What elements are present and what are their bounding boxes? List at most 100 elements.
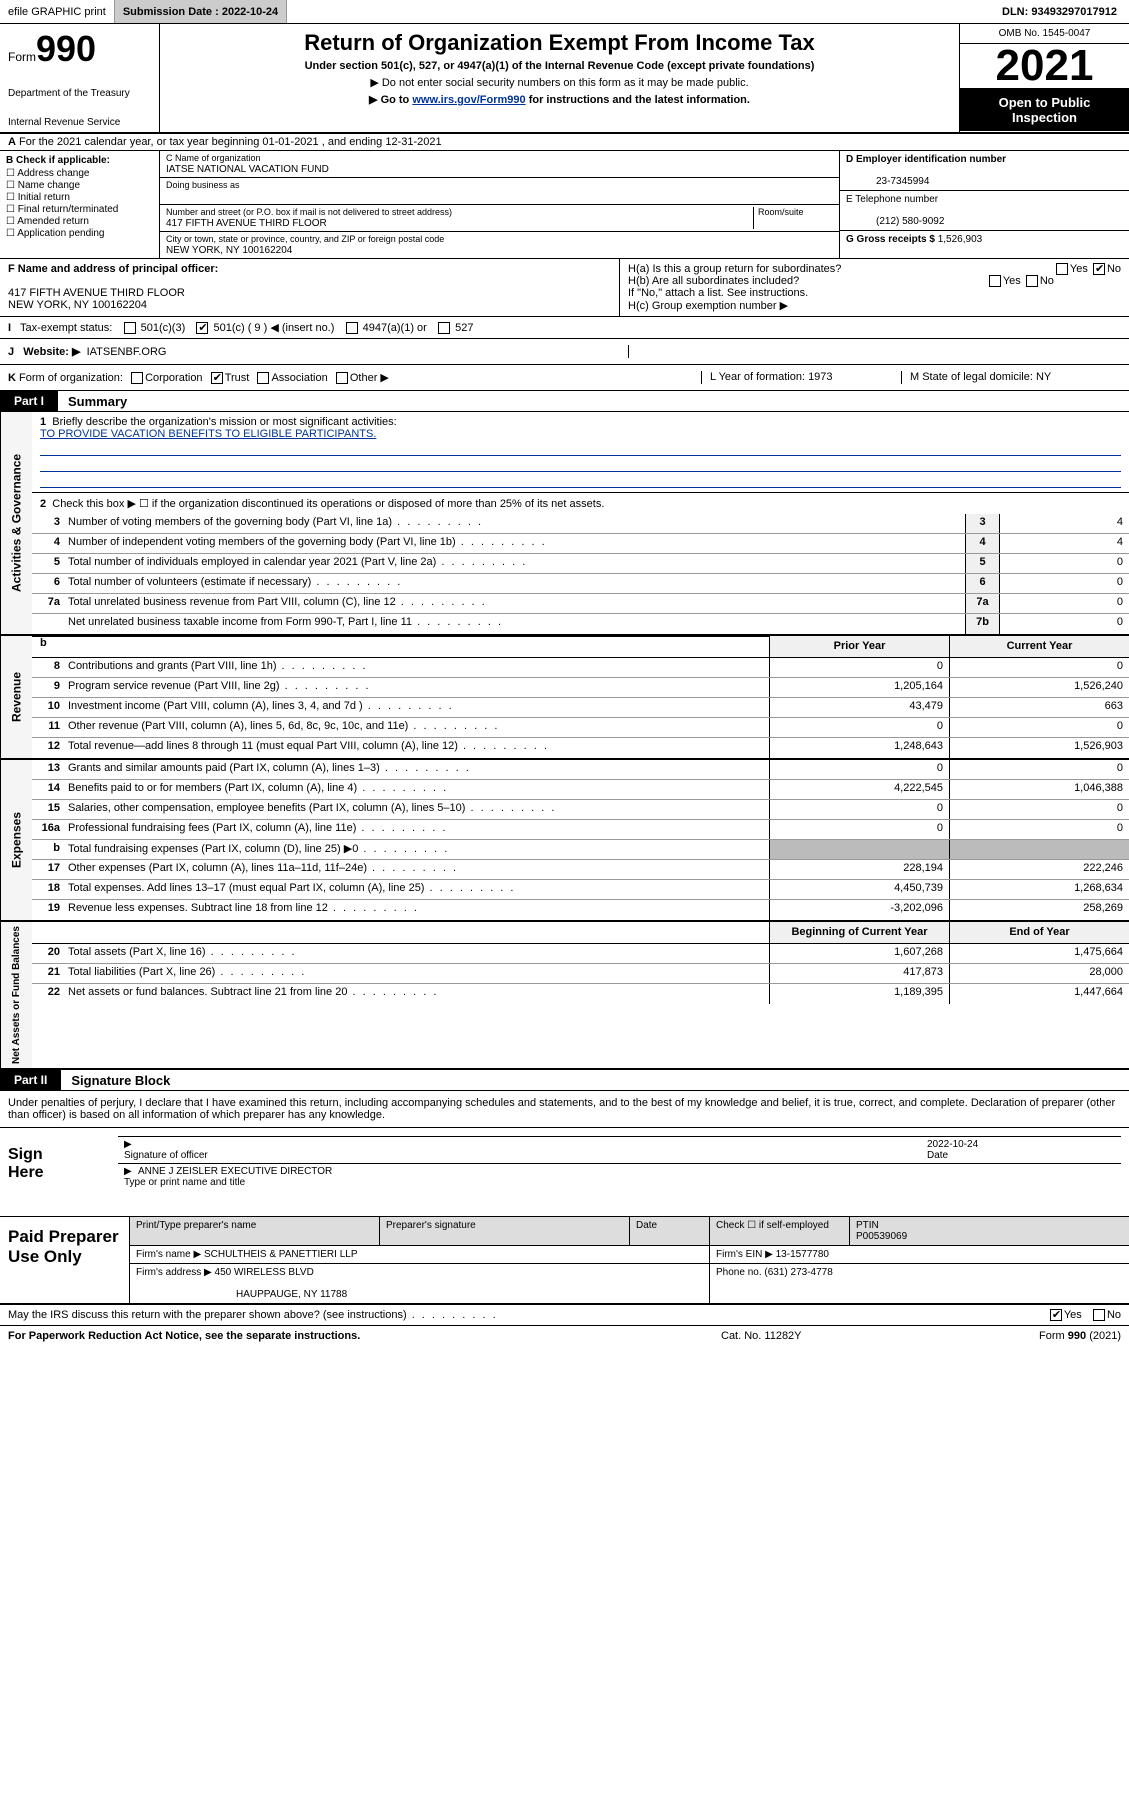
money-line: 12Total revenue—add lines 8 through 11 (… — [32, 738, 1129, 758]
header-left: Form990 Department of the Treasury Inter… — [0, 24, 160, 132]
header-right: OMB No. 1545-0047 2021 Open to Public In… — [959, 24, 1129, 132]
firm-phone: (631) 273-4778 — [764, 1267, 832, 1278]
sig-date: 2022-10-24 — [927, 1139, 978, 1150]
header-mid: Return of Organization Exempt From Incom… — [160, 24, 959, 132]
gov-line: Net unrelated business taxable income fr… — [32, 614, 1129, 634]
row-f-h: F Name and address of principal officer:… — [0, 259, 1129, 317]
money-line: 18Total expenses. Add lines 13–17 (must … — [32, 880, 1129, 900]
chk-501c3[interactable] — [124, 322, 136, 334]
open-to-public: Open to Public Inspection — [960, 89, 1129, 131]
discuss-row: May the IRS discuss this return with the… — [0, 1305, 1129, 1326]
mission-block: 1 Briefly describe the organization's mi… — [32, 412, 1129, 493]
vert-governance: Activities & Governance — [0, 412, 32, 634]
money-line: bTotal fundraising expenses (Part IX, co… — [32, 840, 1129, 860]
discuss-no[interactable] — [1093, 1309, 1105, 1321]
org-name: IATSE NATIONAL VACATION FUND — [166, 164, 329, 175]
addr-cell: Number and street (or P.O. box if mail i… — [160, 205, 839, 232]
firm-ein: 13-1577780 — [776, 1249, 829, 1260]
vert-revenue: Revenue — [0, 636, 32, 758]
sign-here-label: Sign Here — [0, 1128, 90, 1216]
col-b-title: B Check if applicable: — [6, 155, 153, 166]
row-k: K Form of organization: Corporation Trus… — [0, 365, 1129, 391]
col-b: B Check if applicable: ☐ Address change … — [0, 151, 160, 258]
city-cell: City or town, state or province, country… — [160, 232, 839, 258]
officer-name: ANNE J ZEISLER EXECUTIVE DIRECTOR — [138, 1166, 332, 1177]
ha-yes-check[interactable] — [1056, 263, 1068, 275]
money-line: 22Net assets or fund balances. Subtract … — [32, 984, 1129, 1004]
gov-line: 4Number of independent voting members of… — [32, 534, 1129, 554]
money-line: 9Program service revenue (Part VIII, lin… — [32, 678, 1129, 698]
form-title: Return of Organization Exempt From Incom… — [170, 30, 949, 56]
chk-initial-return[interactable]: ☐ Initial return — [6, 192, 153, 203]
vert-net: Net Assets or Fund Balances — [0, 922, 32, 1068]
form-subtitle: Under section 501(c), 527, or 4947(a)(1)… — [170, 60, 949, 72]
telephone: (212) 580-9092 — [846, 216, 944, 227]
principal-officer: F Name and address of principal officer:… — [0, 259, 620, 316]
money-line: 19Revenue less expenses. Subtract line 1… — [32, 900, 1129, 920]
gov-line: 3Number of voting members of the governi… — [32, 514, 1129, 534]
tax-year: 2021 — [960, 44, 1129, 89]
submission-date: Submission Date : 2022-10-24 — [115, 0, 287, 23]
chk-app-pending[interactable]: ☐ Application pending — [6, 228, 153, 239]
chk-4947[interactable] — [346, 322, 358, 334]
chk-corp[interactable] — [131, 372, 143, 384]
topbar: efile GRAPHIC print Submission Date : 20… — [0, 0, 1129, 24]
org-info-grid: B Check if applicable: ☐ Address change … — [0, 151, 1129, 259]
chk-assoc[interactable] — [257, 372, 269, 384]
section-expenses: Expenses 13Grants and similar amounts pa… — [0, 760, 1129, 922]
sign-here-block: Sign Here Signature of officer 2022-10-2… — [0, 1127, 1129, 1217]
money-line: 13Grants and similar amounts paid (Part … — [32, 760, 1129, 780]
chk-name-change[interactable]: ☐ Name change — [6, 180, 153, 191]
vert-expenses: Expenses — [0, 760, 32, 920]
dln: DLN: 93493297017912 — [1002, 6, 1129, 18]
hb-no-check[interactable] — [1026, 275, 1038, 287]
chk-501c[interactable] — [196, 322, 208, 334]
gov-line: 7aTotal unrelated business revenue from … — [32, 594, 1129, 614]
efile-label: efile GRAPHIC print — [0, 0, 115, 23]
ein: 23-7345994 — [846, 176, 929, 187]
domicile: NY — [1036, 371, 1051, 383]
org-name-cell: C Name of organization IATSE NATIONAL VA… — [160, 151, 839, 178]
chk-other[interactable] — [336, 372, 348, 384]
discuss-yes[interactable] — [1050, 1309, 1062, 1321]
hc: H(c) Group exemption number ▶ — [628, 299, 1121, 312]
line-2: 2 Check this box ▶ ☐ if the organization… — [32, 493, 1129, 514]
hb-yes-check[interactable] — [989, 275, 1001, 287]
gross-receipts: 1,526,903 — [938, 234, 983, 245]
ha-no-check[interactable] — [1093, 263, 1105, 275]
form-word: Form — [8, 50, 36, 64]
chk-527[interactable] — [438, 322, 450, 334]
col-d: D Employer identification number 23-7345… — [839, 151, 1129, 258]
firm-addr-row: Firm's address ▶ 450 WIRELESS BLVD HAUPP… — [130, 1264, 1129, 1303]
irs-link[interactable]: www.irs.gov/Form990 — [412, 94, 525, 106]
gross-cell: G Gross receipts $ 1,526,903 — [840, 231, 1129, 248]
hb-note: If "No," attach a list. See instructions… — [628, 287, 1121, 299]
money-line: 8Contributions and grants (Part VIII, li… — [32, 658, 1129, 678]
dept-label: Department of the Treasury — [8, 88, 151, 99]
tel-cell: E Telephone number (212) 580-9092 — [840, 191, 1129, 231]
gov-line: 5Total number of individuals employed in… — [32, 554, 1129, 574]
money-line: 21Total liabilities (Part X, line 26)417… — [32, 964, 1129, 984]
money-line: 10Investment income (Part VIII, column (… — [32, 698, 1129, 718]
chk-trust[interactable] — [211, 372, 223, 384]
part-i-header: Part I Summary — [0, 391, 1129, 412]
footer-left: For Paperwork Reduction Act Notice, see … — [8, 1330, 721, 1342]
chk-address-change[interactable]: ☐ Address change — [6, 168, 153, 179]
street-address: 417 FIFTH AVENUE THIRD FLOOR — [166, 218, 327, 229]
chk-amended[interactable]: ☐ Amended return — [6, 216, 153, 227]
city-state-zip: NEW YORK, NY 100162204 — [166, 245, 292, 256]
chk-final-return[interactable]: ☐ Final return/terminated — [6, 204, 153, 215]
website: IATSENBF.ORG — [87, 346, 167, 358]
ein-cell: D Employer identification number 23-7345… — [840, 151, 1129, 191]
money-line: 14Benefits paid to or for members (Part … — [32, 780, 1129, 800]
money-line: 15Salaries, other compensation, employee… — [32, 800, 1129, 820]
firm-name-row: Firm's name ▶ SCHULTHEIS & PANETTIERI LL… — [130, 1246, 1129, 1264]
firm-addr2: HAUPPAUGE, NY 11788 — [136, 1289, 347, 1300]
net-col-headers: Beginning of Current Year End of Year — [32, 922, 1129, 944]
form-link-line: ▶ Go to www.irs.gov/Form990 for instruct… — [170, 93, 949, 106]
page-footer: For Paperwork Reduction Act Notice, see … — [0, 1326, 1129, 1346]
footer-right: Form 990 (2021) — [921, 1330, 1121, 1342]
irs-label: Internal Revenue Service — [8, 117, 151, 128]
row-i-tax-exempt: I Tax-exempt status: 501(c)(3) 501(c) ( … — [0, 317, 1129, 339]
section-revenue: Revenue b Prior Year Current Year 8Contr… — [0, 636, 1129, 760]
